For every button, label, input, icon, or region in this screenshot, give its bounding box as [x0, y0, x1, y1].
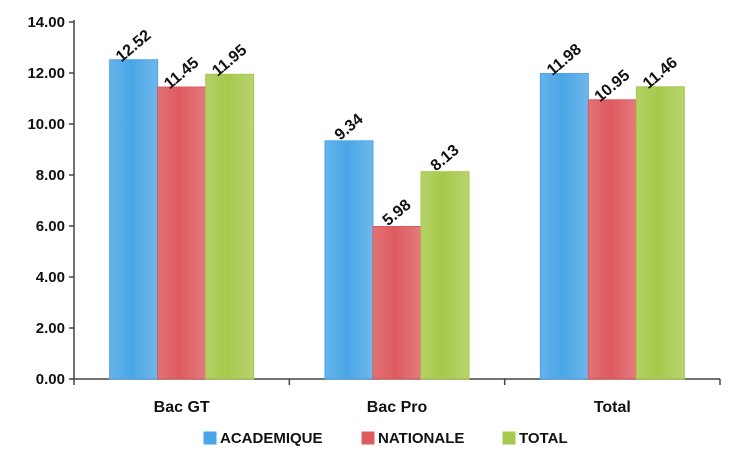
- bar-total-bac-gt: [205, 73, 255, 380]
- y-tick-label: 12.00: [27, 65, 65, 82]
- y-axis: 0.00 2.00 4.00 6.00 8.00 10.00 12.00 14.00: [27, 14, 75, 388]
- bar-total-total: [635, 86, 685, 380]
- y-tick-label: 6.00: [36, 218, 65, 235]
- x-category-label: Bac GT: [154, 399, 210, 416]
- data-label: 9.34: [332, 111, 367, 144]
- legend-label-academique: ACADEMIQUE: [220, 430, 323, 447]
- bar-total-bac-pro: [420, 171, 470, 380]
- x-category-label: Bac Pro: [367, 399, 428, 416]
- y-tick-label: 0.00: [36, 371, 65, 388]
- bar-academique-total: [539, 73, 589, 380]
- legend-swatch-academique: [203, 431, 217, 445]
- legend-label-total: TOTAL: [519, 430, 568, 447]
- legend: ACADEMIQUE NATIONALE TOTAL: [203, 430, 568, 447]
- bar-nationale-bac-pro: [372, 226, 422, 380]
- y-tick-label: 8.00: [36, 167, 65, 184]
- bars: [109, 59, 685, 380]
- data-label: 5.98: [380, 196, 415, 229]
- y-tick-label: 2.00: [36, 320, 65, 337]
- y-tick-label: 10.00: [27, 116, 65, 133]
- bar-academique-bac-pro: [324, 140, 374, 380]
- legend-swatch-total: [502, 431, 516, 445]
- bar-academique-bac-gt: [109, 59, 159, 380]
- legend-swatch-nationale: [361, 431, 375, 445]
- y-tick-label: 4.00: [36, 269, 65, 286]
- data-label: 8.13: [428, 142, 463, 175]
- x-axis: Bac GT Bac Pro Total: [73, 378, 721, 416]
- x-category-label: Total: [594, 399, 631, 416]
- bar-nationale-total: [587, 99, 637, 380]
- legend-label-nationale: NATIONALE: [378, 430, 464, 447]
- y-tick-label: 14.00: [27, 14, 65, 31]
- bar-nationale-bac-gt: [157, 86, 207, 380]
